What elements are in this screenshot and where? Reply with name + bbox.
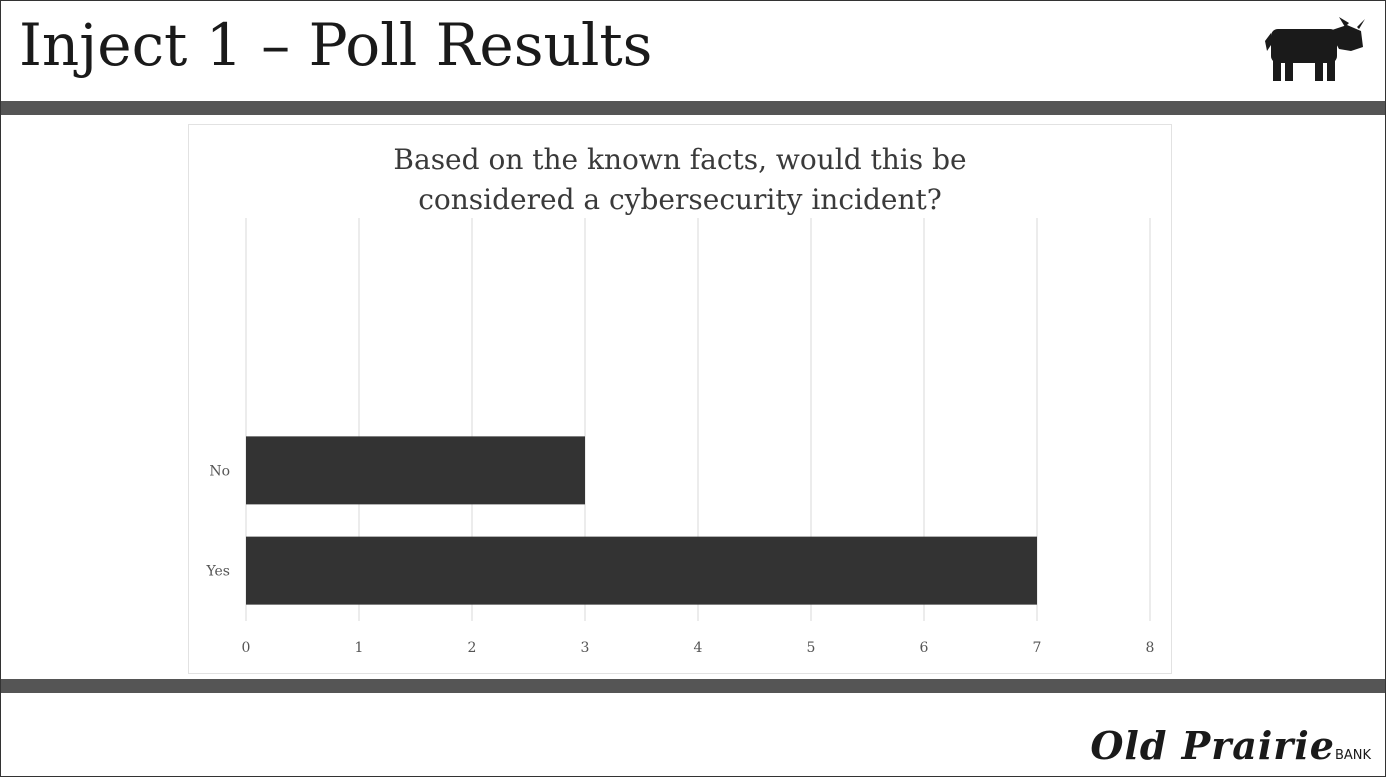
x-tick-label: 7 <box>1033 640 1042 656</box>
chart-title-line: Based on the known facts, would this be <box>393 143 966 176</box>
x-tick-label: 3 <box>581 640 590 656</box>
x-tick-label: 2 <box>468 640 477 656</box>
category-label: Yes <box>206 564 231 580</box>
x-tick-label: 6 <box>920 640 929 656</box>
brand-name: Old Prairie <box>1090 723 1335 768</box>
poll-bar-chart: Based on the known facts, would this be c… <box>206 143 1155 656</box>
x-tick-label: 0 <box>242 640 251 656</box>
slide-title: Inject 1 – Poll Results <box>19 11 653 79</box>
x-tick-label: 1 <box>355 640 364 656</box>
x-tick-label: 8 <box>1146 640 1155 656</box>
category-label: No <box>209 463 230 479</box>
cow-icon <box>1265 17 1365 81</box>
chart-title-line: considered a cybersecurity incident? <box>418 183 942 216</box>
bar-no <box>246 436 585 505</box>
bar-yes <box>246 536 1037 605</box>
header-divider <box>1 101 1385 115</box>
x-tick-label: 5 <box>807 640 816 656</box>
chart-panel: Based on the known facts, would this be c… <box>188 124 1172 674</box>
brand-suffix: BANK <box>1334 748 1371 763</box>
x-tick-label: 4 <box>694 640 703 656</box>
footer-divider <box>1 679 1385 693</box>
brand-logo: Old PrairieBANK <box>1090 723 1371 768</box>
